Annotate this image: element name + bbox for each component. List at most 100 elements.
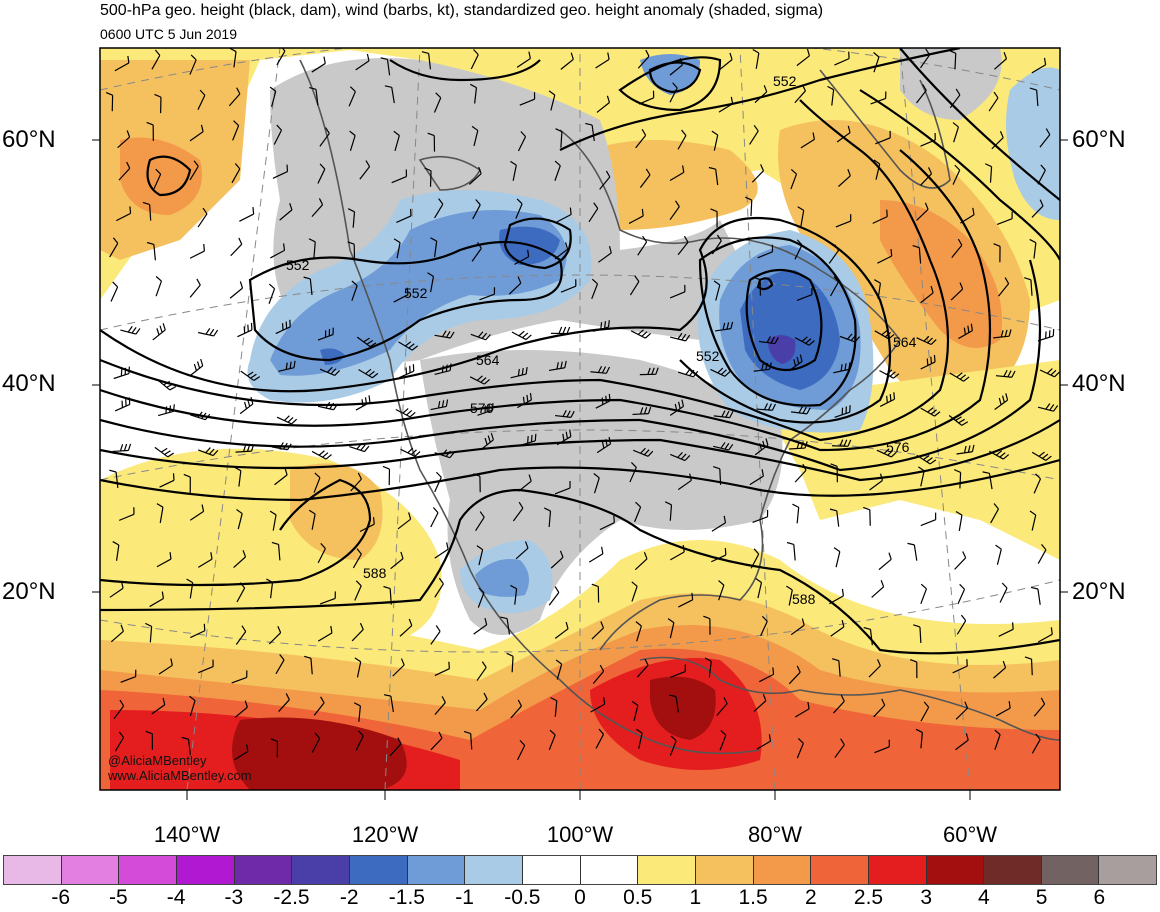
wind-barb-feather	[506, 652, 514, 657]
wind-barb	[599, 522, 615, 531]
wind-barb	[517, 136, 527, 152]
wind-barb-feather	[478, 587, 485, 594]
wind-barb	[878, 558, 892, 571]
wind-barb-feather	[380, 57, 388, 60]
colorbar-swatch	[234, 856, 293, 884]
wind-barb-feather	[585, 122, 593, 126]
wind-barb	[512, 164, 517, 181]
wind-barb-feather	[271, 541, 279, 545]
wind-barb-feather	[562, 433, 565, 441]
wind-barb-feather	[246, 371, 254, 377]
wind-barb	[550, 556, 564, 569]
anomaly-gray-greenland	[900, 48, 1002, 120]
wind-barb	[349, 135, 356, 151]
wind-barb-feather	[279, 654, 285, 661]
wind-barb-feather	[765, 438, 769, 446]
wind-barb-feather	[154, 93, 162, 98]
wind-barb-feather	[768, 734, 772, 742]
wind-barb	[669, 504, 673, 521]
credit-handle: @AliciaMBentley	[108, 753, 207, 768]
wind-barb	[151, 55, 161, 70]
wind-barb	[989, 166, 993, 183]
wind-barb-feather	[424, 167, 432, 172]
wind-barb	[394, 135, 400, 152]
wind-barb-feather	[723, 697, 728, 704]
wind-barb-feather	[569, 429, 572, 437]
wind-barb-feather	[404, 341, 412, 347]
wind-barb-feather	[605, 439, 608, 447]
wind-barb-feather	[635, 501, 642, 508]
wind-barb-feather	[722, 322, 726, 330]
wind-barb-feather	[846, 333, 853, 340]
colorbar-label: -0.5	[504, 886, 541, 909]
wind-barb-feather	[570, 410, 575, 418]
wind-barb-feather	[643, 449, 650, 456]
wind-barb	[718, 103, 733, 113]
colorbar	[3, 855, 1157, 885]
wind-barb	[838, 175, 851, 187]
wind-barb-feather	[445, 399, 449, 407]
wind-barb-feather	[236, 87, 241, 95]
wind-barb-feather	[529, 392, 532, 401]
wind-barb-feather	[201, 412, 207, 419]
wind-barb	[639, 174, 651, 188]
wind-barb-feather	[677, 452, 683, 458]
wind-barb	[516, 745, 526, 761]
wind-barb-feather	[146, 121, 154, 126]
wind-barb-feather	[1041, 543, 1047, 551]
wind-barb-feather	[213, 329, 219, 337]
wind-barb-feather	[364, 445, 370, 452]
lat-label-60n-right: 60°N	[1072, 126, 1126, 153]
wind-barb-feather	[873, 52, 880, 58]
wind-barb-feather	[717, 367, 724, 374]
wind-barb-feather	[681, 399, 685, 407]
wind-barb-feather	[156, 328, 160, 336]
colorbar-swatch	[292, 856, 350, 884]
colorbar-label: -2	[339, 886, 359, 909]
wind-barb-feather	[893, 373, 900, 379]
wind-barb	[473, 130, 479, 147]
wind-barb-feather	[127, 326, 133, 333]
wind-barb	[838, 660, 841, 677]
wind-barb-feather	[473, 49, 479, 56]
wind-barb	[434, 548, 449, 559]
wind-barb	[317, 632, 333, 642]
wind-barb	[794, 469, 807, 483]
wind-barb-feather	[958, 418, 965, 424]
wind-barb-feather	[672, 82, 678, 89]
wind-barb	[155, 280, 163, 297]
wind-barb-feather	[126, 161, 131, 169]
wind-barb	[518, 480, 532, 492]
wind-barb-feather	[483, 379, 491, 385]
wind-barb-feather	[360, 444, 366, 451]
wind-barb-feather	[1008, 701, 1011, 709]
wind-barb	[669, 171, 685, 182]
wind-barb	[869, 479, 883, 491]
wind-barb-feather	[711, 130, 719, 136]
wind-barb	[636, 664, 649, 678]
wind-barb	[634, 506, 642, 523]
colorbar-swatch	[522, 856, 581, 884]
wind-barb	[187, 739, 192, 756]
wind-barb-feather	[1035, 733, 1041, 740]
wind-barb-feather	[955, 511, 963, 516]
wind-barb-feather	[1001, 395, 1005, 403]
wind-barb	[595, 58, 610, 69]
wind-barb	[1036, 90, 1039, 107]
wind-barb-feather	[357, 472, 362, 480]
colorbar-label: -6	[51, 886, 71, 909]
wind-barb-feather	[123, 443, 128, 451]
wind-barb	[669, 740, 677, 756]
wind-barb-feather	[318, 198, 324, 205]
wind-barb-feather	[716, 234, 722, 242]
wind-barb	[669, 622, 675, 639]
wind-barb-feather	[325, 454, 332, 460]
wind-barb-feather	[145, 730, 153, 735]
wind-barb	[954, 53, 957, 70]
wind-barb-feather	[1002, 660, 1007, 668]
wind-barb	[669, 64, 683, 76]
wind-barb-feather	[558, 326, 563, 334]
wind-barb-feather	[889, 393, 892, 402]
wind-barb-feather	[445, 450, 452, 457]
wind-barb-feather	[863, 626, 871, 630]
